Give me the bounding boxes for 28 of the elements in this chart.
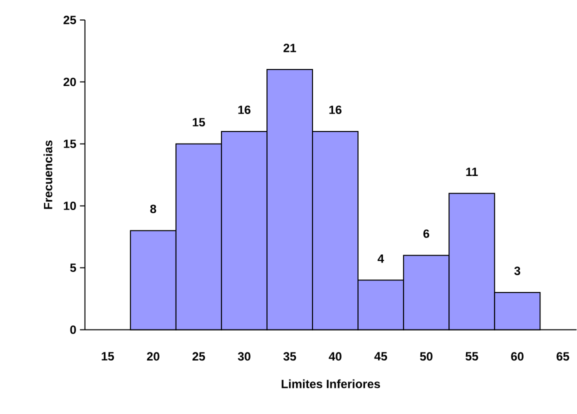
data-label: 15 <box>192 118 206 127</box>
data-label: 4 <box>378 254 384 263</box>
y-tick-label: 20 <box>64 78 76 86</box>
y-tick-label: 10 <box>64 202 76 210</box>
data-label: 8 <box>150 204 156 214</box>
x-tick-label: 35 <box>283 352 296 361</box>
data-label: 21 <box>284 44 296 52</box>
y-tick-label: 25 <box>64 16 76 24</box>
x-axis-title: Limites Inferiores <box>282 380 380 388</box>
y-tick-label: 5 <box>70 264 76 272</box>
x-tick-label: 55 <box>466 352 478 361</box>
y-tick-label: 15 <box>64 140 76 148</box>
x-tick-label: 30 <box>238 352 250 361</box>
data-label: 11 <box>466 168 478 176</box>
y-tick-label: 0 <box>70 326 76 334</box>
data-label: 6 <box>423 230 430 238</box>
x-tick-label: 25 <box>192 352 206 361</box>
y-axis-title: Frecuencias <box>44 140 52 210</box>
x-tick-label: 40 <box>328 352 342 361</box>
data-label: 3 <box>514 266 520 276</box>
x-tick-label: 45 <box>374 352 388 361</box>
x-tick-label: 65 <box>556 352 570 361</box>
data-label: 16 <box>238 106 250 114</box>
x-tick-label: 50 <box>420 352 432 361</box>
x-tick-label: 60 <box>511 352 524 361</box>
x-tick-label: 15 <box>102 352 114 361</box>
data-label: 16 <box>329 106 342 114</box>
x-tick-label: 20 <box>146 352 160 361</box>
